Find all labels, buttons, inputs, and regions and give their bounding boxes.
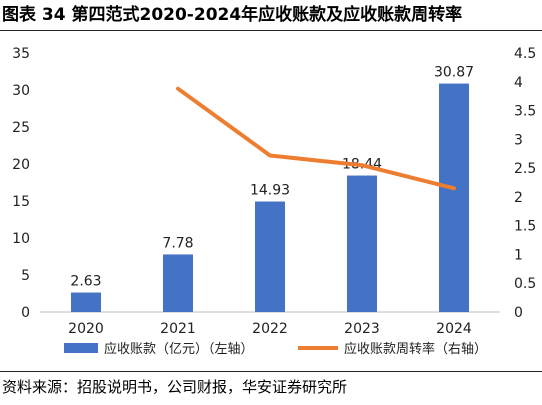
x-axis-tick-label: 2021 <box>160 321 196 337</box>
left-axis-tick-label: 15 <box>12 194 30 210</box>
right-axis-tick-label: 2.5 <box>514 161 536 177</box>
legend-swatch-bar <box>64 343 98 353</box>
chart: 0 5 10 15 20 25 30 35 0 0.5 1 1.5 2 2.5 3 3.5 4 4.5 2.63… <box>12 46 536 357</box>
x-axis-tick-label: 2020 <box>68 321 104 337</box>
line-point <box>269 154 271 156</box>
right-axis-tick-label: 2 <box>514 190 523 206</box>
right-axis-tick-label: 3 <box>514 132 523 148</box>
line-point <box>361 164 363 166</box>
line-point <box>177 88 179 90</box>
right-axis-tick-label: 3.5 <box>514 104 536 120</box>
bar <box>439 83 469 312</box>
bar <box>71 292 101 312</box>
left-axis-tick-label: 25 <box>12 120 30 136</box>
bar <box>255 201 285 312</box>
bar-data-label: 2.63 <box>70 274 101 290</box>
source-note: 资料来源：招股说明书，公司财报，华安证券研究所 <box>2 378 348 396</box>
right-axis-tick-label: 4 <box>514 75 523 91</box>
left-axis-tick-label: 20 <box>12 157 30 173</box>
right-axis-tick-label: 0.5 <box>514 276 536 292</box>
source-divider <box>0 371 542 372</box>
left-axis-tick-label: 35 <box>12 46 30 62</box>
right-axis-tick-label: 1 <box>514 247 523 263</box>
bar-data-label: 7.78 <box>162 235 193 251</box>
line-point <box>453 187 455 189</box>
left-axis-tick-label: 10 <box>12 231 30 247</box>
bar-data-label: 30.87 <box>434 65 474 81</box>
legend-label-line: 应收账款周转率（右轴） <box>344 341 487 357</box>
right-axis-tick-label: 0 <box>514 305 523 321</box>
turnover-line <box>176 86 456 191</box>
x-axis-tick-label: 2024 <box>436 321 472 337</box>
bar <box>163 254 193 312</box>
x-axis-tick-label: 2023 <box>344 321 380 337</box>
right-axis-tick-label: 4.5 <box>514 46 536 62</box>
chart-title: 图表 34 第四范式2020-2024年应收账款及应收账款周转率 <box>2 5 463 25</box>
bar <box>347 175 377 312</box>
left-axis-tick-label: 30 <box>12 83 30 99</box>
right-axis-tick-label: 1.5 <box>514 219 536 235</box>
left-axis-tick-label: 5 <box>21 268 30 284</box>
x-axis-tick-label: 2022 <box>252 321 288 337</box>
left-axis-tick-label: 0 <box>21 305 30 321</box>
title-divider <box>0 30 542 31</box>
legend-label-bar: 应收账款（亿元）（左轴） <box>104 341 254 357</box>
bar-data-label: 14.93 <box>250 183 290 199</box>
